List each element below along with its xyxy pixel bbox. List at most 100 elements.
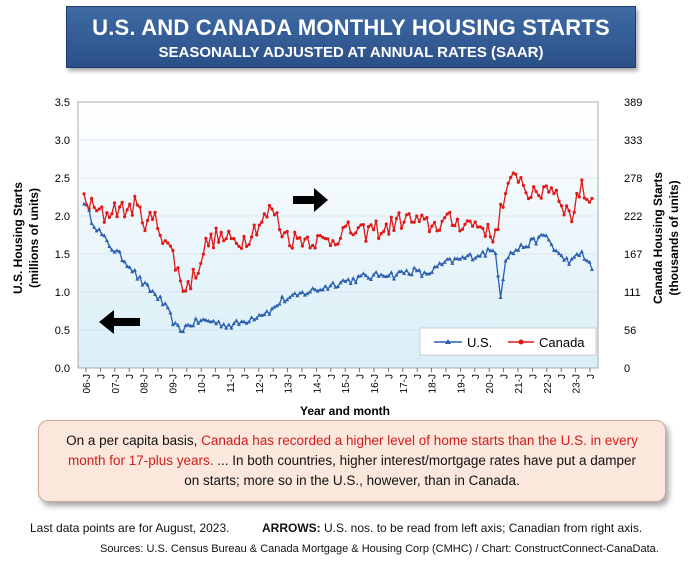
canada-data-point (143, 228, 147, 233)
us-data-point (127, 265, 132, 269)
arrows-note: ARROWS: U.S. nos. to be read from left a… (262, 521, 643, 535)
canada-data-point (422, 217, 426, 221)
us-data-point (226, 322, 231, 327)
us-data-point (569, 256, 574, 261)
canada-data-point (336, 242, 340, 246)
canada-data-point (219, 230, 223, 234)
legend: U.S. Canada (419, 327, 597, 356)
commentary-line-2: month for 17-plus years. ... In both cou… (67, 453, 637, 468)
canada-data-point (252, 223, 256, 227)
canada-data-point (211, 246, 216, 250)
us-data-point (440, 262, 445, 267)
canada-data-point (344, 224, 348, 228)
canada-data-point (384, 222, 388, 226)
canada-data-point (156, 226, 160, 231)
us-data-point (170, 322, 175, 327)
canada-data-point (161, 241, 165, 245)
canada-data-point (148, 210, 152, 214)
us-data-point (417, 267, 422, 272)
canada-data-point (262, 212, 266, 216)
us-data-point (198, 318, 203, 323)
canada-data-point (582, 196, 587, 200)
us-data-point (145, 282, 150, 287)
us-data-point (389, 270, 394, 275)
x-tick-label: J (212, 374, 223, 379)
canada-data-point (427, 230, 431, 234)
x-tick-label: J (240, 374, 251, 379)
us-data-point (160, 302, 165, 307)
us-data-point (442, 260, 447, 264)
y-axis-label-right-2: (thousands of units) (667, 180, 681, 295)
canada-data-point (483, 234, 487, 238)
canada-data-point (575, 191, 579, 196)
canada-data-point (471, 224, 475, 228)
plot-area (77, 101, 599, 369)
us-data-point (366, 275, 371, 280)
us-data-point (206, 318, 211, 323)
canada-data-point (554, 188, 559, 192)
x-tick-label: 21-J (514, 374, 525, 393)
canada-data-point (206, 244, 211, 248)
us-data-point (551, 247, 556, 252)
canada-data-point (341, 226, 345, 230)
us-data-point (173, 320, 178, 325)
us-data-point (163, 301, 168, 306)
x-tick-label: J (442, 374, 453, 379)
x-tick-label: J (327, 374, 338, 379)
x-tick-label: J (356, 374, 367, 379)
canada-data-point (557, 199, 561, 203)
us-data-point (480, 249, 485, 254)
canada-data-point (366, 225, 371, 229)
canada-data-point (562, 213, 566, 217)
canada-data-point (448, 210, 452, 214)
canada-data-point (123, 215, 127, 219)
x-tick-label: J (125, 374, 136, 379)
x-tick-label: 17-J (399, 374, 410, 393)
canada-data-point (351, 233, 355, 237)
canada-data-point (199, 261, 203, 265)
canada-data-point (247, 242, 251, 247)
canada-data-point (450, 223, 454, 227)
us-data-point (221, 321, 226, 326)
canada-data-point (440, 219, 444, 223)
canada-data-point (499, 202, 503, 206)
canada-data-point (186, 280, 190, 284)
canada-data-point (257, 223, 261, 227)
canada-data-point (166, 241, 170, 245)
us-data-point (143, 280, 147, 285)
us-data-point (252, 317, 257, 322)
us-data-point (346, 277, 351, 281)
us-data-point (465, 253, 470, 258)
us-data-point (437, 261, 442, 265)
us-data-point (374, 270, 379, 274)
canada-data-point (311, 243, 315, 247)
us-data-point (546, 237, 551, 242)
us-data-point (214, 321, 219, 326)
us-data-point (330, 280, 335, 285)
us-data-point (165, 305, 170, 310)
canada-data-point (539, 196, 543, 200)
us-data-point (267, 312, 272, 316)
canada-data-point (524, 191, 528, 195)
canada-data-point (242, 234, 246, 238)
x-tick-label: 15-J (341, 374, 352, 393)
us-data-point (282, 299, 287, 304)
canada-data-point (501, 205, 505, 209)
us-data-point (277, 301, 282, 306)
us-data-point (295, 293, 300, 298)
us-data-point (351, 276, 356, 280)
canada-data-point (92, 205, 96, 209)
canada-data-point (105, 211, 109, 215)
legend-canada-marker (518, 339, 524, 345)
us-data-point (231, 321, 236, 325)
x-tick-label: 14-J (312, 374, 323, 393)
canada-data-point (234, 241, 238, 245)
x-tick-label: J (528, 374, 539, 379)
us-data-point (270, 306, 274, 311)
x-tick-label: 08-J (140, 374, 151, 393)
us-data-point (140, 282, 145, 287)
us-data-point (115, 248, 119, 253)
x-tick-label: J (298, 374, 309, 379)
chart-title: U.S. AND CANADA MONTHLY HOUSING STARTS (92, 15, 610, 40)
us-data-point (280, 294, 285, 299)
